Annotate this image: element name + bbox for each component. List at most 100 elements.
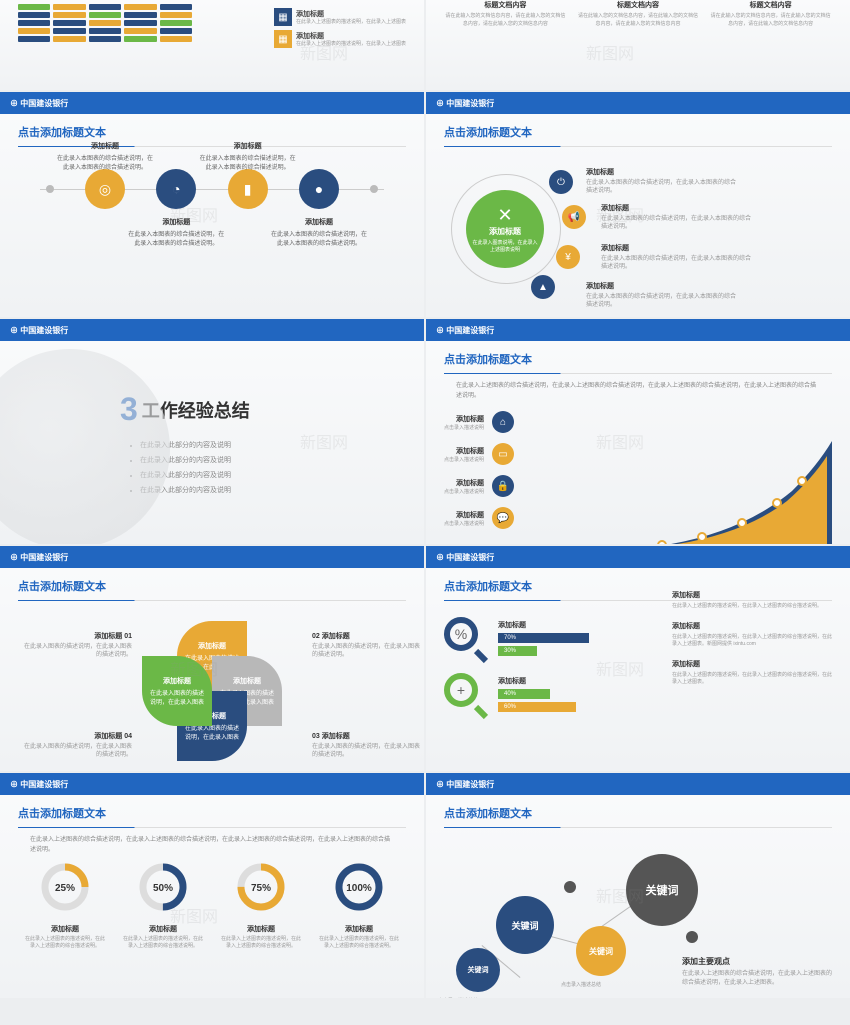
- growth-icon: 🔒: [492, 475, 514, 497]
- side-title: 添加标题: [672, 659, 832, 669]
- side-desc: 在此录入上述图表的描述说明，在此录入上述图表的综合描述说明，在此录入上述图表。新…: [672, 634, 832, 649]
- progress-bar: 60%: [498, 702, 576, 712]
- magnify-bars: 添加标题70%30%: [498, 620, 628, 659]
- donut-chart: 25%添加标题在此录入上述图表的描述说明，在此录入上述图表的综合描述说明。: [25, 861, 105, 950]
- donut-desc: 在此录入上述图表的描述说明，在此录入上述图表的综合描述说明。: [123, 936, 203, 950]
- slide-title: 点击添加标题文本: [426, 341, 850, 373]
- circle-label: 添加标题在此录入本图表的综合描述说明，在此录入本图表的综合描述说明。: [55, 141, 155, 171]
- circle-node: ●添加标题在此录入本图表的综合描述说明，在此录入本图表的综合描述说明。: [299, 169, 339, 209]
- hub-diagram: ✕添加标题在此录入图表说明，在此录入上述图表说明⏻ 添加标题在此录入本图表的综合描…: [456, 155, 850, 315]
- column-item: 标题文档内容请在此输入您的文档信息内容，请在此输入您的文档信息内容，请在此输入您…: [709, 0, 832, 28]
- slide-header: ⊕ 中国建设银行: [0, 319, 424, 341]
- bubble-main-text: 添加主要观点在此录入上述图表的综合描述说明，在此录入上述图表的综合描述说明，在此…: [682, 956, 832, 988]
- col-title: 标题文档内容: [444, 0, 567, 10]
- slide-title: 点击添加标题文本: [0, 568, 424, 600]
- slide-header: ⊕ 中国建设银行: [426, 92, 850, 114]
- petal-text: 添加标题 04在此录入图表的描述说明，在此录入图表的描述说明。: [22, 731, 132, 760]
- brand-text: ⊕ 中国建设银行: [10, 325, 68, 336]
- svg-text:50%: 50%: [153, 883, 173, 894]
- growth-item: 添加标题点击录入描述说明💬: [444, 507, 604, 529]
- slide-title: 点击添加标题文本: [426, 114, 850, 146]
- bar-cell: [89, 28, 121, 34]
- bar-cell: [89, 36, 121, 42]
- progress-bar: 40%: [498, 689, 550, 699]
- progress-bar: 30%: [498, 646, 537, 656]
- donut-desc: 在此录入上述图表的描述说明，在此录入上述图表的综合描述说明。: [319, 936, 399, 950]
- donut-title: 添加标题: [221, 924, 301, 934]
- donut-row: 25%添加标题在此录入上述图表的描述说明，在此录入上述图表的综合描述说明。50%…: [0, 855, 424, 956]
- slide-header: ⊕ 中国建设银行: [426, 319, 850, 341]
- brand-text: ⊕ 中国建设银行: [10, 552, 68, 563]
- brand-text: ⊕ 中国建设银行: [436, 779, 494, 790]
- circle-row: ◎添加标题在此录入本图表的综合描述说明，在此录入本图表的综合描述说明。 ◔添加标题…: [0, 155, 424, 223]
- slide-title: 点击添加标题文本: [0, 795, 424, 827]
- bullet-item: 在此录入此部分的内容及说明: [140, 470, 404, 480]
- col-desc: 请在此输入您的文档信息内容，请在此输入您的文档信息内容，请在此输入您的文档信息内…: [444, 13, 567, 28]
- bubble-node: [564, 881, 576, 893]
- side-title: 添加标题: [672, 621, 832, 631]
- circle-label: 添加标题在此录入本图表的综合描述说明，在此录入本图表的综合描述说明。: [126, 217, 226, 247]
- bullet-item: 在此录入此部分的内容及说明: [140, 455, 404, 465]
- satellite-node: ¥: [556, 245, 580, 269]
- growth-icon: ⌂: [492, 411, 514, 433]
- bar-cell: [160, 20, 192, 26]
- donut-title: 添加标题: [123, 924, 203, 934]
- slide-header: ⊕ 中国建设银行: [0, 92, 424, 114]
- bar-cell: [18, 28, 50, 34]
- column-item: 标题文档内容请在此输入您的文档信息内容，请在此输入您的文档信息内容，请在此输入您…: [444, 0, 567, 28]
- growth-item: 添加标题点击录入描述说明▭: [444, 443, 604, 465]
- satellite-text: 添加标题在此录入本图表的综合描述说明，在此录入本图表的综合描述说明。: [601, 243, 751, 272]
- petal-text: 03 添加标题在此录入图表的描述说明，在此录入图表的描述说明。: [312, 731, 422, 760]
- circle-node: ◎添加标题在此录入本图表的综合描述说明，在此录入本图表的综合描述说明。: [85, 169, 125, 209]
- magnify-icon: %: [444, 617, 488, 661]
- side-desc: 在此录入上述图表的描述说明，在此录入上述图表的综合描述说明。: [672, 603, 832, 611]
- bubble-node: [686, 931, 698, 943]
- bar-cell: [53, 4, 85, 10]
- growth-item: 添加标题点击录入描述说明⌂: [444, 411, 604, 433]
- bar-column: [18, 4, 50, 42]
- donut-chart: 50% 添加标题在此录入上述图表的描述说明，在此录入上述图表的综合描述说明。: [123, 861, 203, 950]
- bar-cell: [124, 20, 156, 26]
- legend-desc: 在此录入上述图表的描述说明，在此录入上述图表: [296, 41, 406, 48]
- col-title: 标题文档内容: [709, 0, 832, 10]
- satellite-text: 添加标题在此录入本图表的综合描述说明，在此录入本图表的综合描述说明。: [586, 167, 736, 196]
- watermark: 新图网: [586, 40, 634, 64]
- side-text: 添加标题在此录入上述图表的描述说明，在此录入上述图表的综合描述说明。添加标题在此…: [672, 590, 832, 697]
- col-desc: 请在此输入您的文档信息内容，请在此输入您的文档信息内容，请在此输入您的文档信息内…: [709, 13, 832, 28]
- bar-column: [53, 4, 85, 42]
- donut-chart: 100%添加标题在此录入上述图表的描述说明，在此录入上述图表的综合描述说明。: [319, 861, 399, 950]
- donut-title: 添加标题: [25, 924, 105, 934]
- bar-cell: [89, 4, 121, 10]
- bubble-node: 关键词点击录入描述总结: [576, 926, 626, 976]
- satellite-node: ⏻: [549, 170, 573, 194]
- bullet-item: 在此录入此部分的内容及说明: [140, 485, 404, 495]
- side-title: 添加标题: [672, 590, 832, 600]
- bubble-node: 关键词点击录入描述总结: [456, 948, 500, 992]
- side-desc: 在此录入上述图表的描述说明，在此录入上述图表的综合描述说明，在此录入上述图表。: [672, 672, 832, 687]
- bar-column: [89, 4, 121, 42]
- bar-cell: [18, 12, 50, 18]
- hub-center: ✕添加标题在此录入图表说明，在此录入上述图表说明: [466, 190, 544, 268]
- bar-cell: [53, 36, 85, 42]
- bar-cell: [18, 36, 50, 42]
- circle-node: ◔添加标题在此录入本图表的综合描述说明，在此录入本图表的综合描述说明。: [156, 169, 196, 209]
- circle-label: 添加标题在此录入本图表的综合描述说明，在此录入本图表的综合描述说明。: [269, 217, 369, 247]
- bar-cell: [160, 12, 192, 18]
- bar-column: [160, 4, 192, 42]
- slide-header: ⊕ 中国建设银行: [0, 546, 424, 568]
- svg-text:100%: 100%: [346, 883, 372, 894]
- growth-icon: ▭: [492, 443, 514, 465]
- legend-icon: ▦: [274, 8, 292, 26]
- progress-bar: 70%: [498, 633, 589, 643]
- bar-cell: [160, 4, 192, 10]
- bar-cell: [18, 20, 50, 26]
- bubble-diagram: 关键词关键词点击录入描述总结关键词关键词点击录入描述总结添加主要观点在此录入上述…: [426, 836, 850, 998]
- brand-text: ⊕ 中国建设银行: [436, 325, 494, 336]
- legend-title: 添加标题: [296, 31, 406, 41]
- circle-label: 添加标题在此录入本图表的综合描述说明，在此录入本图表的综合描述说明。: [198, 141, 298, 171]
- petal: 添加标题在此录入图表的描述说明，在此录入图表: [142, 656, 212, 726]
- description: 在此录入上述图表的综合描述说明，在此录入上述图表的综合描述说明，在此录入上述图表…: [0, 836, 424, 855]
- satellite-node: ▲: [531, 275, 555, 299]
- magnify-bars: 添加标题40%60%: [498, 676, 628, 715]
- bar-cell: [53, 28, 85, 34]
